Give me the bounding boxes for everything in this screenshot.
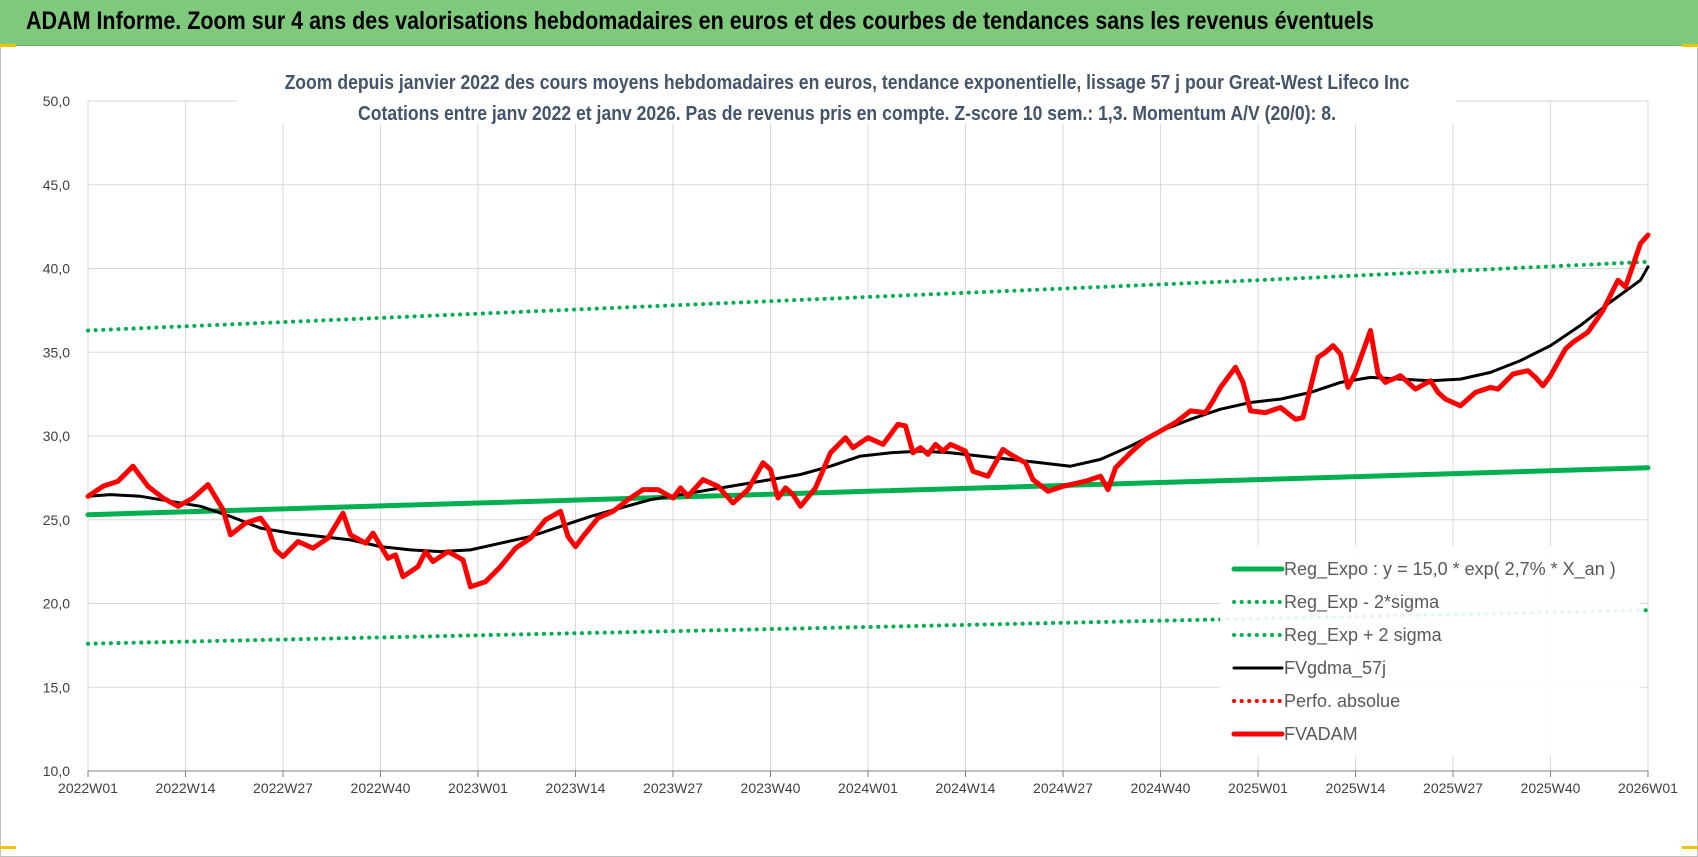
legend-label: Perfo. absolue bbox=[1284, 691, 1400, 711]
y-tick-label: 10,0 bbox=[43, 763, 70, 779]
x-tick-label: 2025W27 bbox=[1423, 780, 1483, 796]
x-tick-label: 2025W40 bbox=[1521, 780, 1581, 796]
x-tick-label: 2022W27 bbox=[253, 780, 313, 796]
corner-mark-bottom-left bbox=[0, 846, 16, 849]
header-banner: ADAM Informe. Zoom sur 4 ans des valoris… bbox=[0, 0, 1698, 46]
axes: 10,0 15,0 20,0 25,0 30,0 35,0 40,0 45,0 50,0 2022… bbox=[43, 93, 1678, 796]
x-tick-label: 2022W01 bbox=[58, 780, 118, 796]
corner-mark-bottom-right bbox=[1682, 846, 1698, 849]
x-tick-label: 2026W01 bbox=[1618, 780, 1678, 796]
legend: Reg_Expo : y = 15,0 * exp( 2,7% * X_an )… bbox=[1220, 546, 1640, 756]
y-tick-label: 25,0 bbox=[43, 512, 70, 528]
legend-label: Reg_Exp - 2*sigma bbox=[1284, 592, 1440, 613]
legend-label: FVADAM bbox=[1284, 724, 1358, 744]
x-tick-label: 2025W14 bbox=[1326, 780, 1386, 796]
x-tick-label: 2023W27 bbox=[643, 780, 703, 796]
series-line-5 bbox=[85, 232, 1651, 590]
legend-label: FVgdma_57j bbox=[1284, 658, 1386, 679]
x-tick-label: 2022W14 bbox=[156, 780, 216, 796]
y-tick-label: 45,0 bbox=[43, 177, 70, 193]
x-tick-label: 2024W14 bbox=[936, 780, 996, 796]
x-tick-label: 2025W01 bbox=[1228, 780, 1288, 796]
chart-subtitle: Cotations entre janv 2022 et janv 2026. … bbox=[358, 102, 1336, 124]
y-tick-label: 20,0 bbox=[43, 596, 70, 612]
legend-label: Reg_Exp + 2 sigma bbox=[1284, 625, 1443, 646]
x-tick-label: 2023W40 bbox=[741, 780, 801, 796]
corner-mark-top-left bbox=[0, 44, 16, 47]
line-chart: 10,0 15,0 20,0 25,0 30,0 35,0 40,0 45,0 50,0 2022… bbox=[43, 66, 1678, 796]
y-tick-label: 50,0 bbox=[43, 93, 70, 109]
x-tick-label: 2023W01 bbox=[448, 780, 508, 796]
x-tick-label: 2022W40 bbox=[351, 780, 411, 796]
series-line-0 bbox=[85, 465, 1651, 518]
title-backdrop bbox=[238, 66, 1456, 124]
legend-label: Reg_Expo : y = 15,0 * exp( 2,7% * X_an ) bbox=[1284, 559, 1616, 580]
x-tick-label: 2024W01 bbox=[838, 780, 898, 796]
y-tick-label: 35,0 bbox=[43, 344, 70, 360]
y-tick-label: 40,0 bbox=[43, 261, 70, 277]
x-tick-label: 2023W14 bbox=[546, 780, 606, 796]
x-tick-label: 2024W27 bbox=[1033, 780, 1093, 796]
chart-title: Zoom depuis janvier 2022 des cours moyen… bbox=[285, 71, 1410, 93]
corner-mark-top-right bbox=[1682, 44, 1698, 47]
legend-backdrop bbox=[1220, 546, 1640, 756]
x-tick-label: 2024W40 bbox=[1131, 780, 1191, 796]
y-tick-label: 30,0 bbox=[43, 428, 70, 444]
series-line-1 bbox=[86, 259, 1650, 333]
y-tick-label: 15,0 bbox=[43, 679, 70, 695]
page-title: ADAM Informe. Zoom sur 4 ans des valoris… bbox=[26, 7, 1374, 35]
